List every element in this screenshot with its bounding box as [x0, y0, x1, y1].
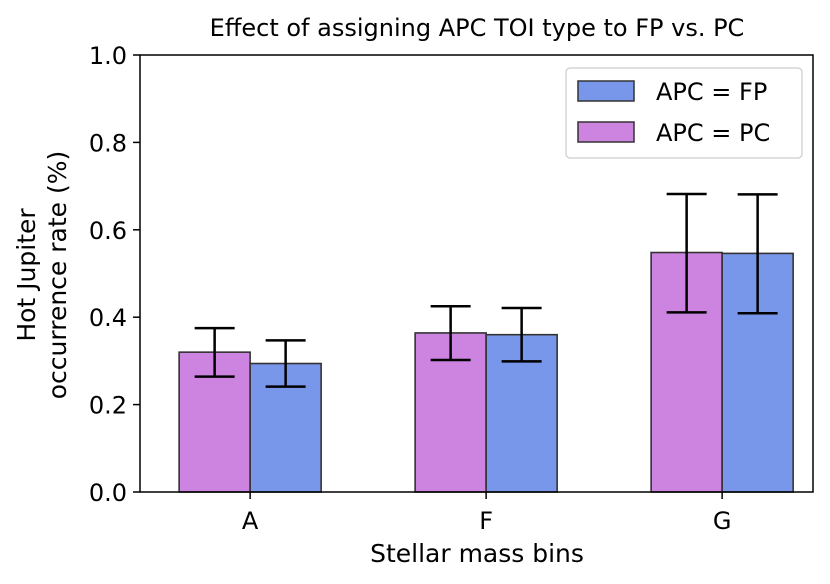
- y-tick-label: 0.0: [89, 479, 127, 507]
- legend: APC = FP APC = PC: [565, 67, 803, 159]
- y-tick-label: 1.0: [89, 42, 127, 70]
- plot-area: [178, 192, 794, 493]
- axes: A F G 0.0 0.2 0.4 0.6 0.8 1.0: [89, 42, 814, 535]
- legend-swatch-fp: [577, 80, 635, 102]
- legend-label-fp: APC = FP: [656, 78, 767, 106]
- x-tick-label-G: G: [713, 507, 732, 535]
- x-tick-label-A: A: [242, 507, 259, 535]
- y-axis-label-line-1: Hot Jupiter: [12, 208, 41, 342]
- y-axis-label: Hot Jupiter occurrence rate (%): [12, 151, 72, 400]
- y-tick-label: 0.8: [89, 129, 127, 157]
- legend-label-pc: APC = PC: [656, 119, 770, 147]
- chart-title: Effect of assigning APC TOI type to FP v…: [210, 14, 745, 42]
- x-axis-label: Stellar mass bins: [370, 539, 584, 568]
- y-axis-label-line-2: occurrence rate (%): [43, 151, 72, 400]
- y-tick-label: 0.2: [89, 392, 127, 420]
- x-tick-label-F: F: [479, 507, 493, 535]
- legend-swatch-pc: [577, 121, 635, 143]
- y-tick-label: 0.4: [89, 304, 127, 332]
- axes-frame: [139, 54, 814, 493]
- y-tick-label: 0.6: [89, 217, 127, 245]
